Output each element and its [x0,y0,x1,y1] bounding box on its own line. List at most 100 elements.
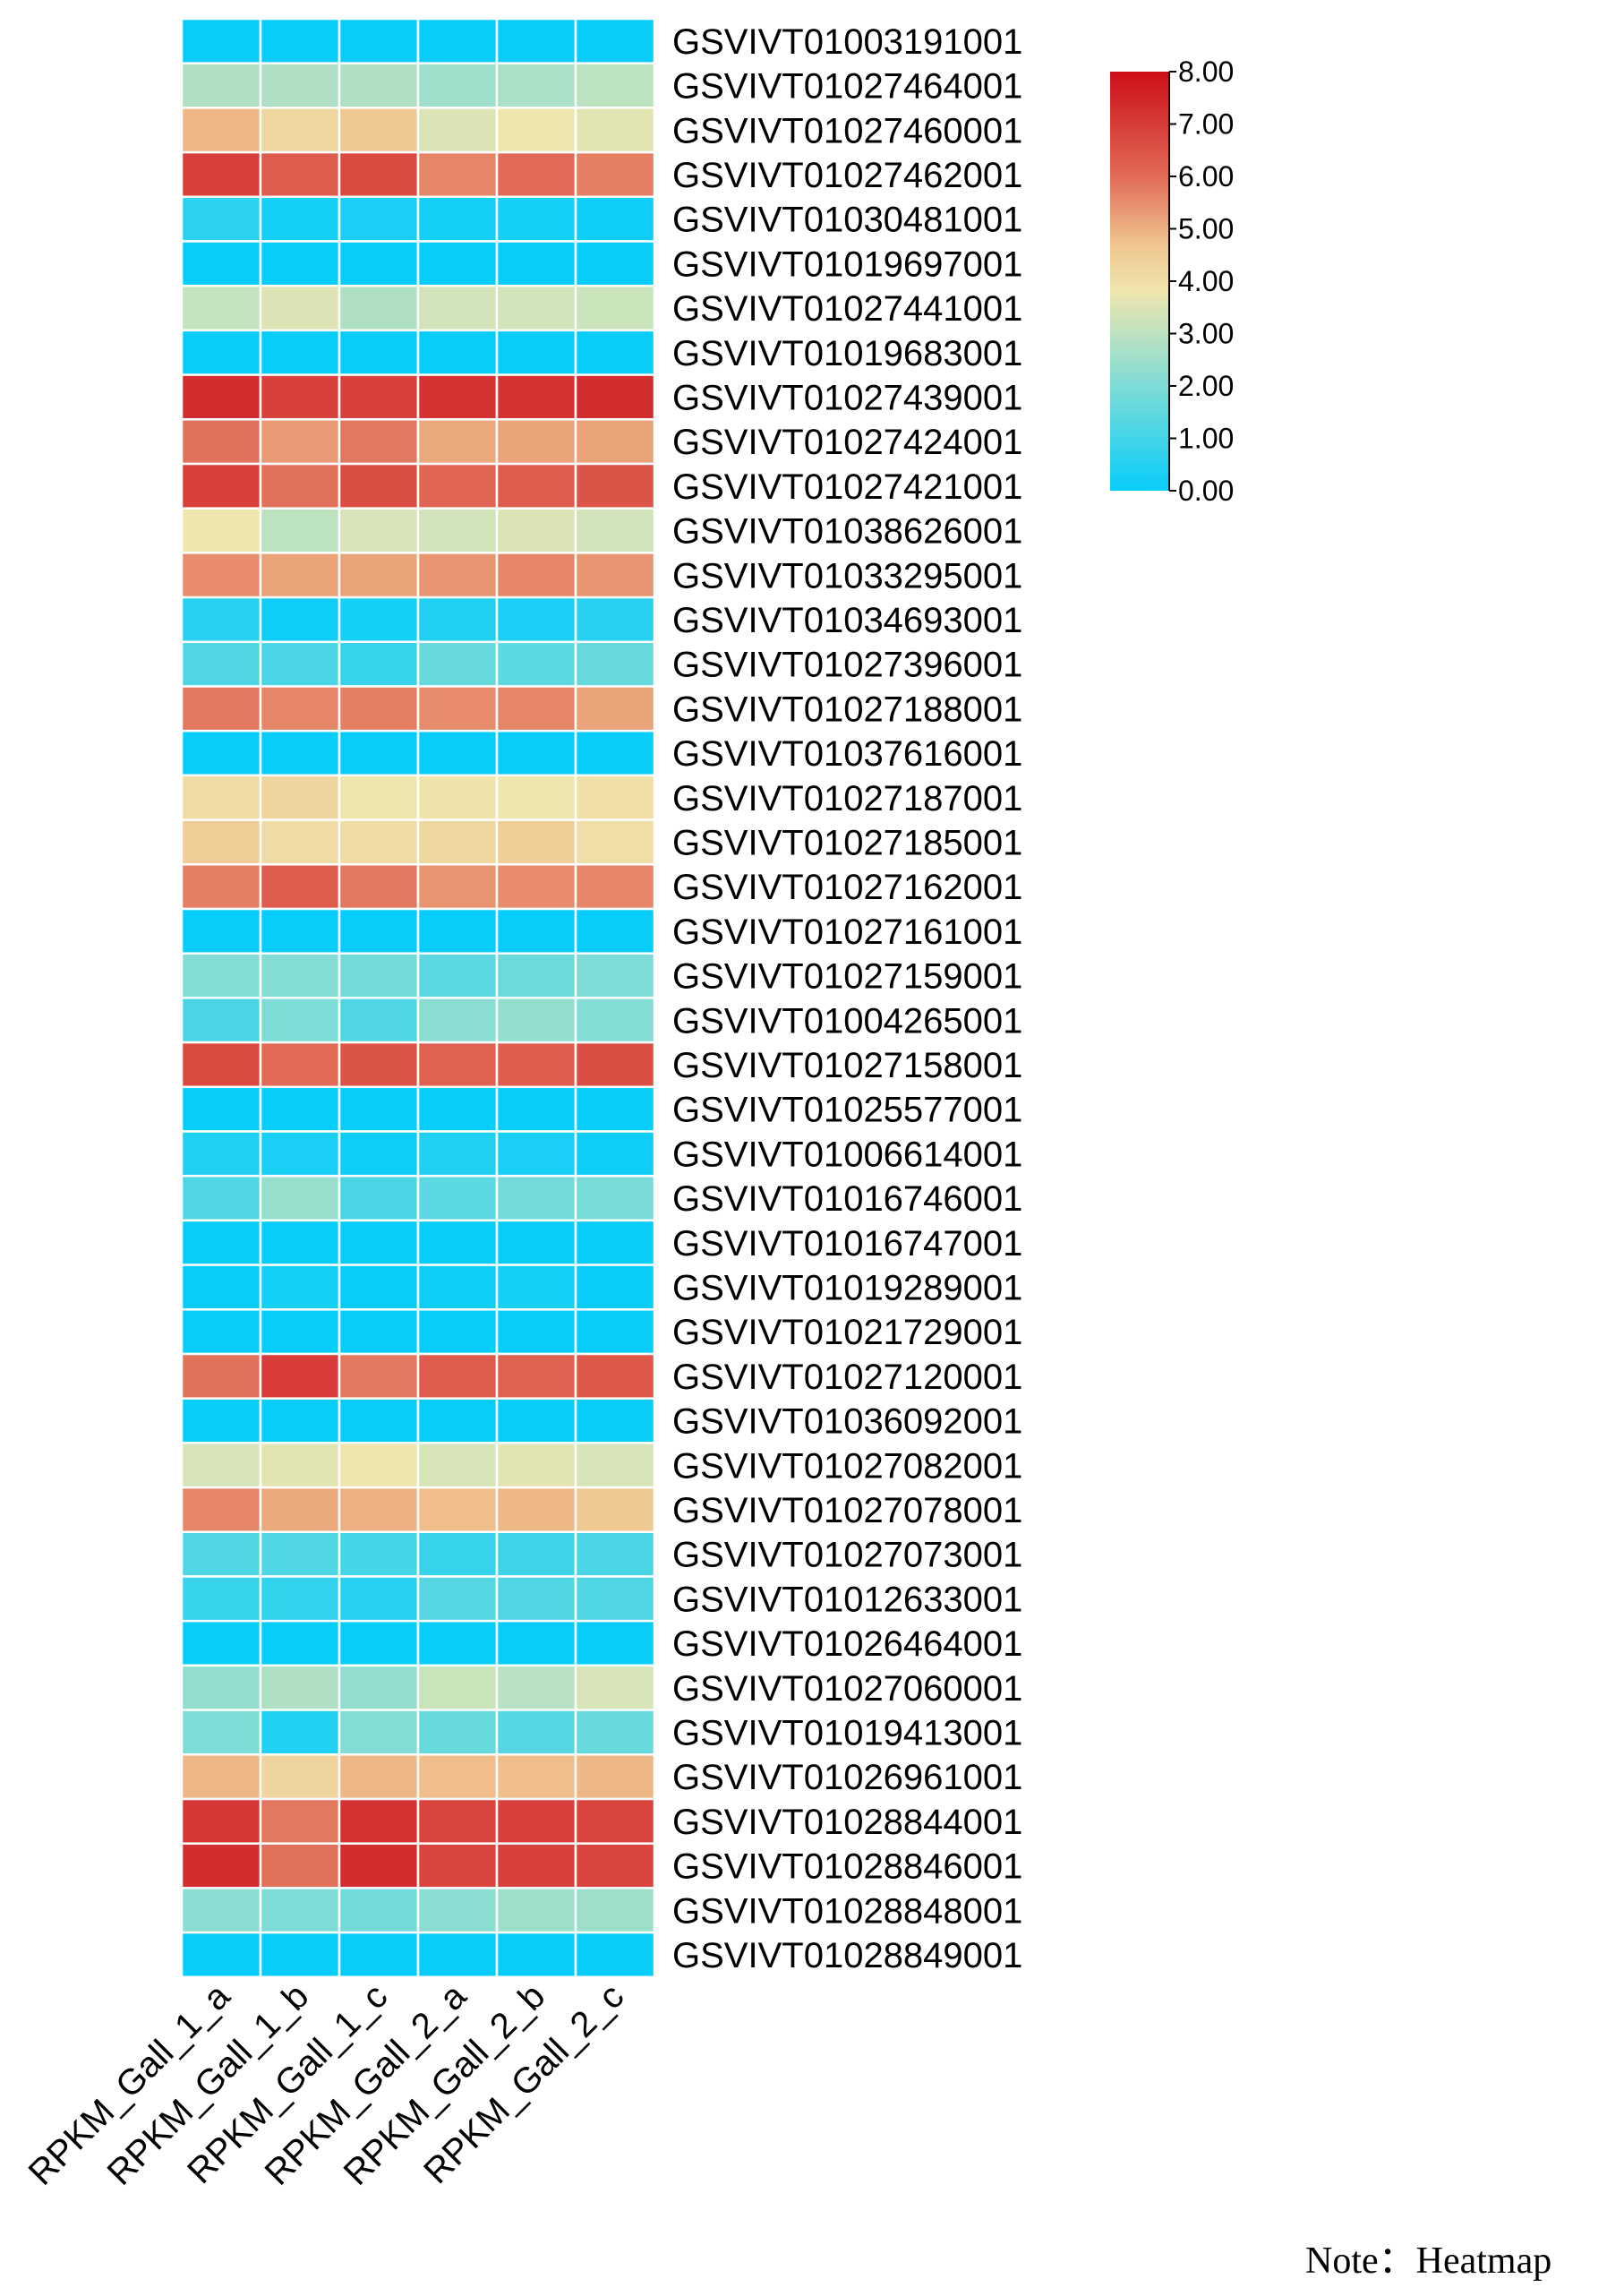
heatmap-cell [259,997,341,1044]
colorbar-tick-label: 2.00 [1178,370,1234,402]
note-caption: Note：Heatmap [1305,2240,1552,2282]
heatmap-cell [416,195,499,243]
heatmap-cell [574,595,656,644]
row-label: GSVIVT01027082001 [672,1446,1022,1486]
heatmap-cell [259,1130,341,1178]
row-label: GSVIVT01027159001 [672,957,1022,997]
heatmap-cell [180,1442,262,1489]
heatmap-cell [338,729,420,777]
heatmap-cell [259,1664,341,1711]
heatmap-cell [416,1486,499,1534]
heatmap-cell [180,1352,262,1400]
heatmap-cell [180,1486,262,1534]
heatmap-cell [574,952,656,999]
heatmap-cell [574,507,656,554]
heatmap-cell [495,329,577,376]
heatmap-cell [259,1264,341,1311]
row-label: GSVIVT01027421001 [672,467,1022,507]
heatmap-cell [495,907,577,955]
heatmap-cell [495,1219,577,1266]
heatmap-cell [259,595,341,644]
heatmap-cell [495,507,577,554]
row-label: GSVIVT01016747001 [672,1224,1022,1264]
heatmap-cell [259,1753,341,1801]
heatmap-cell [574,284,656,332]
row-label: GSVIVT01036092001 [672,1402,1022,1442]
heatmap-cell [416,552,499,599]
row-label: GSVIVT01027462001 [672,156,1022,195]
row-label: GSVIVT01027464001 [672,67,1022,107]
heatmap-cell [180,1664,262,1711]
heatmap-cell [180,997,262,1044]
heatmap-cell [180,150,262,199]
heatmap-cell [259,195,341,243]
heatmap-cell [338,997,420,1044]
heatmap-cell [495,1797,577,1845]
heatmap-cell [259,507,341,554]
heatmap-cell [259,17,341,64]
heatmap-cell [180,507,262,554]
row-label: GSVIVT01027439001 [672,378,1022,417]
heatmap-cell [574,1041,656,1089]
heatmap-cell [180,952,262,999]
heatmap-cell [338,774,420,821]
heatmap-cell [416,284,499,332]
heatmap-cell [416,1709,499,1756]
heatmap-cell [416,1575,499,1623]
heatmap-cell [338,284,420,332]
heatmap-cell [338,863,420,911]
heatmap-cell [416,997,499,1044]
heatmap-cell [338,1797,420,1845]
heatmap-cell [574,1442,656,1489]
heatmap-cell [574,552,656,599]
heatmap-cell [495,729,577,777]
heatmap-cell [416,150,499,199]
row-label: GSVIVT01027424001 [672,423,1022,462]
heatmap-cell [495,685,577,732]
heatmap-cell [574,1352,656,1400]
heatmap-cell [180,284,262,332]
heatmap-cell [180,373,262,421]
row-label: GSVIVT01003191001 [672,22,1022,62]
heatmap-cell [259,685,341,732]
row-label: GSVIVT01012633001 [672,1580,1022,1619]
heatmap-cell [180,462,262,510]
heatmap-cell [416,907,499,955]
heatmap-cell [574,418,656,466]
row-label: GSVIVT01027185001 [672,823,1022,862]
heatmap-cell [495,997,577,1044]
heatmap-cell [338,1575,420,1623]
heatmap-cell [574,907,656,955]
heatmap-cell [495,462,577,510]
heatmap-cell [338,1619,420,1667]
heatmap-cell [416,1308,499,1356]
heatmap-cell [574,729,656,777]
heatmap-cell [416,1530,499,1578]
heatmap-cell [338,1887,420,1934]
heatmap-cell [416,1753,499,1801]
row-label: GSVIVT01028848001 [672,1891,1022,1931]
row-label: GSVIVT01021729001 [672,1313,1022,1352]
heatmap-cell [574,1842,656,1889]
heatmap-cell [416,640,499,688]
heatmap-cell [416,1352,499,1400]
heatmap-cell [495,373,577,421]
heatmap-cell [180,329,262,376]
heatmap-cell [180,1887,262,1934]
row-label: GSVIVT01019413001 [672,1713,1022,1752]
heatmap-cell [338,1352,420,1400]
heatmap-cell [574,1797,656,1845]
colorbar-tick-label: 8.00 [1178,56,1234,88]
heatmap-cell [574,1619,656,1667]
heatmap-cell [574,1397,656,1444]
colorbar-tick-label: 1.00 [1178,423,1234,455]
heatmap-cell [495,863,577,911]
heatmap-cell [495,1753,577,1801]
heatmap-cell [574,1486,656,1534]
heatmap-cell [259,640,341,688]
heatmap-cell [495,818,577,866]
heatmap-cell [259,1352,341,1400]
heatmap-cell [259,1530,341,1578]
heatmap-cell [416,507,499,554]
heatmap-cell [338,62,420,109]
